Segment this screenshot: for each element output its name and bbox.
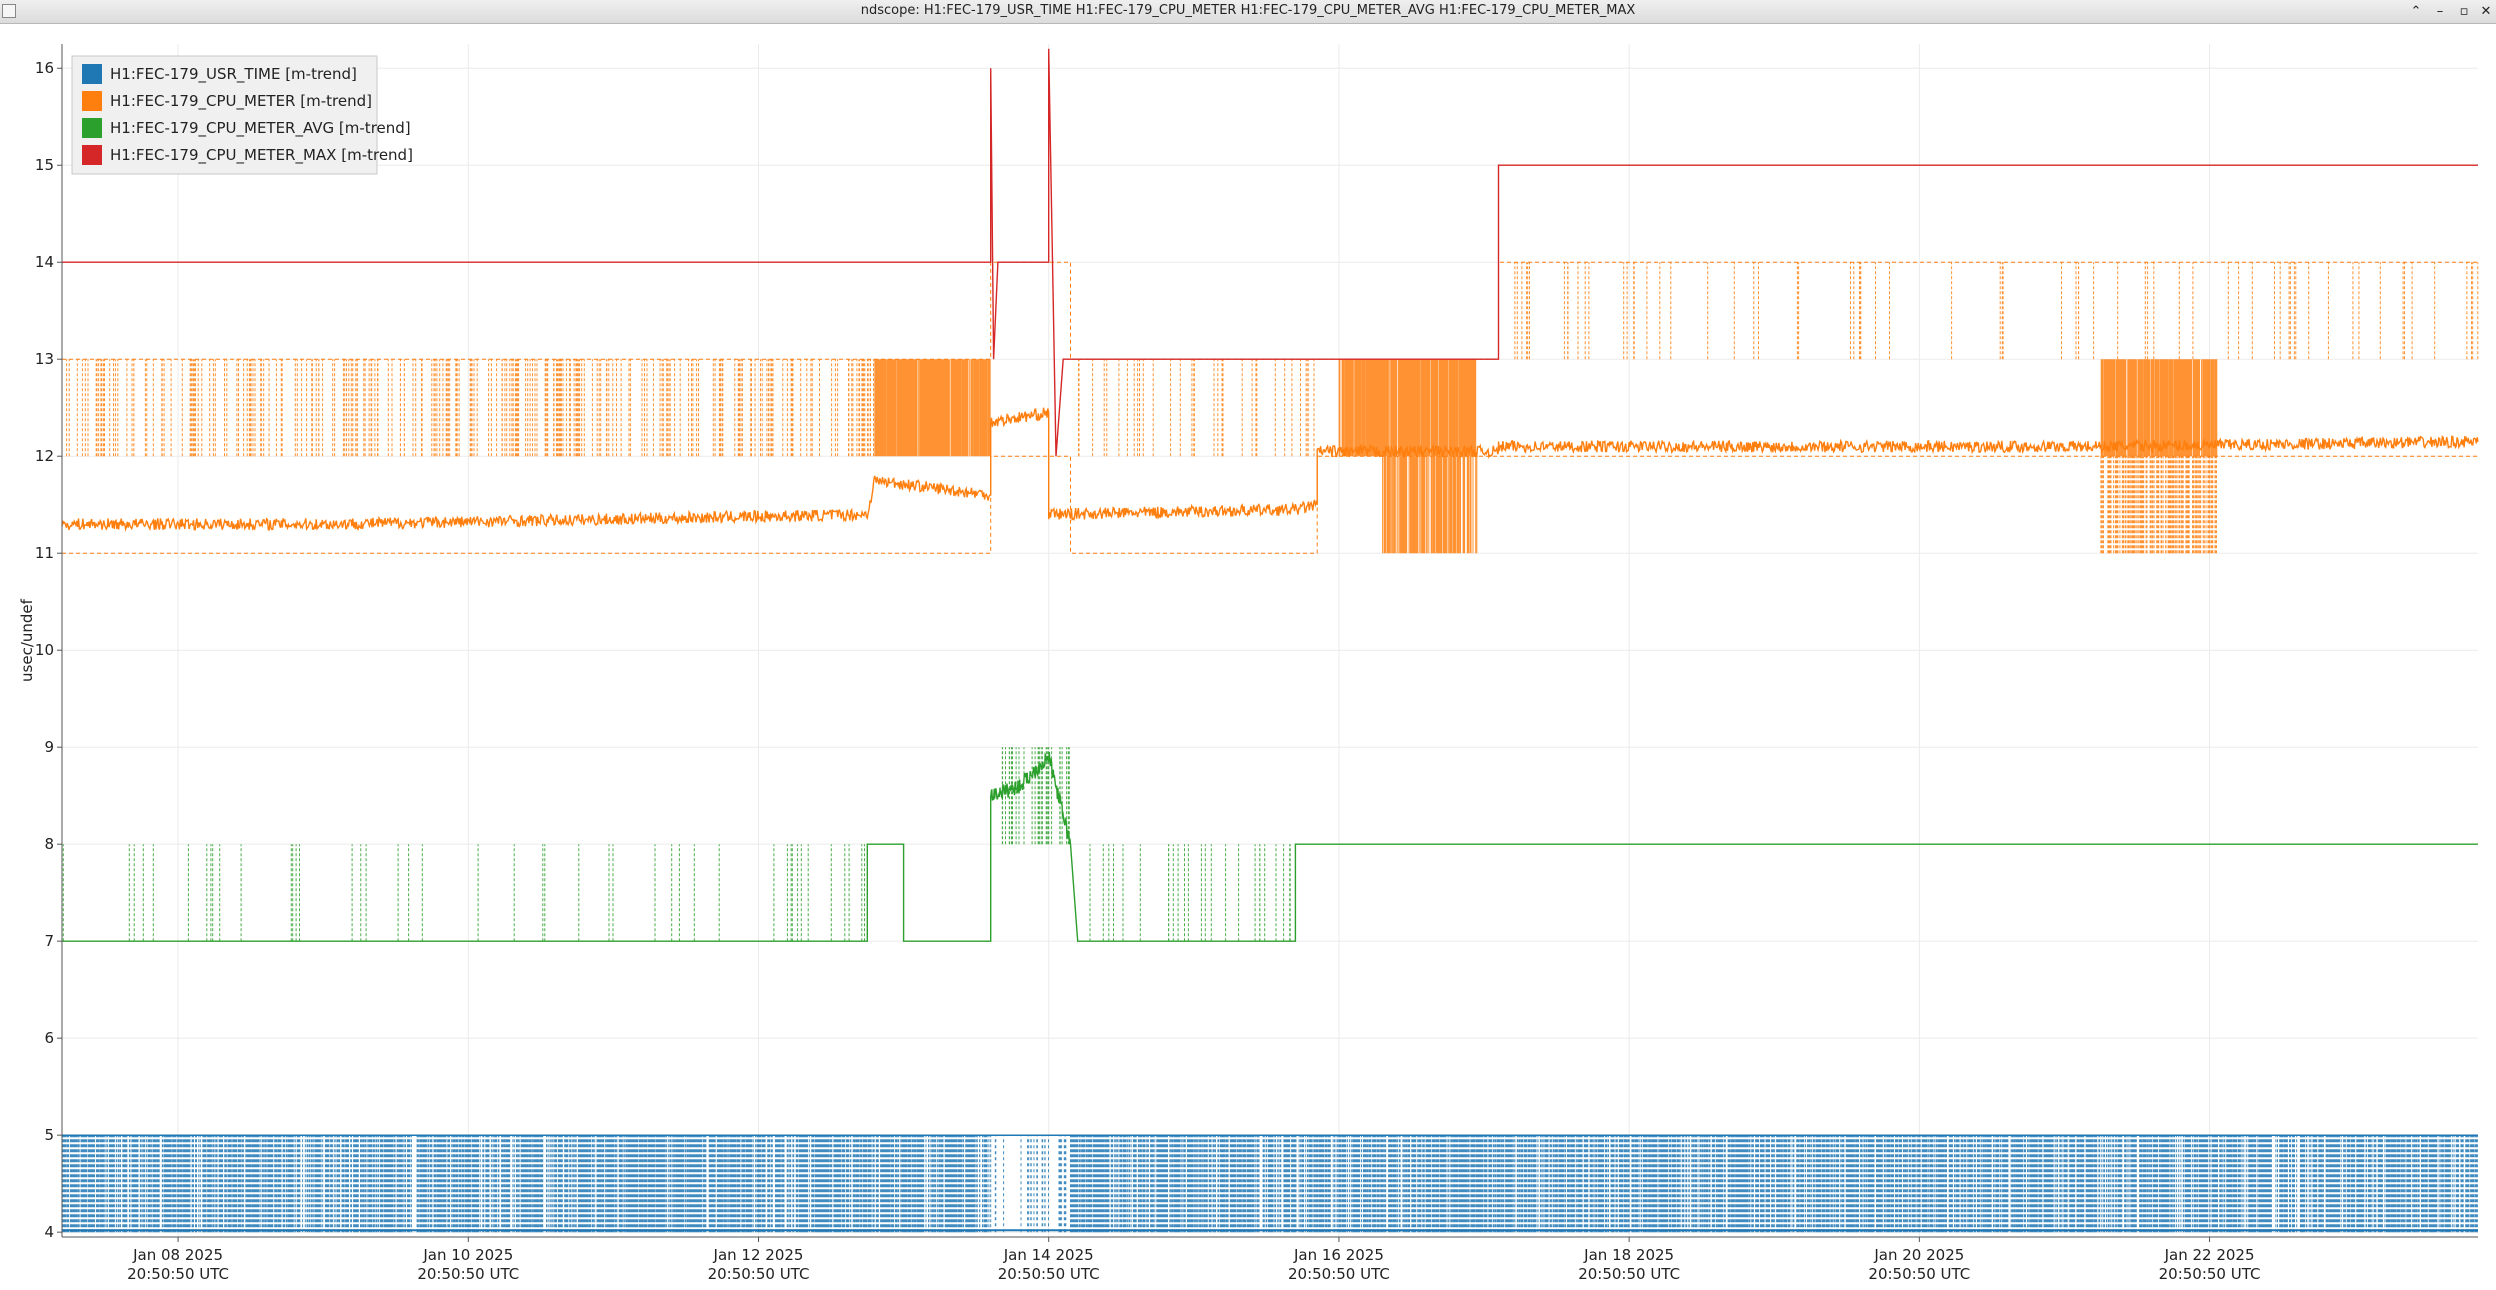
cpu-meter-busy-0 [874, 359, 991, 457]
shade-button[interactable]: ⌃ [2410, 4, 2422, 19]
y-tick-label: 5 [44, 1126, 54, 1144]
window-menu-icon[interactable] [2, 4, 16, 18]
plot-area[interactable]: 4 5 6 7 8 9 10 11 12 13 14 15 16 Jan 08 2025 20:50:50 … [0, 24, 2496, 1286]
x-tick-label-date: Jan 22 2025 [2164, 1246, 2255, 1264]
y-tick-label: 15 [35, 156, 54, 174]
cpu-meter-mean-line [61, 407, 2479, 532]
cpu-meter-avg-tail [990, 752, 2478, 942]
legend-swatch [82, 64, 102, 84]
x-tick-label-date: Jan 20 2025 [1873, 1246, 1964, 1264]
x-tick-label-time: 20:50:50 UTC [708, 1265, 810, 1283]
x-tick-label-date: Jan 08 2025 [132, 1246, 223, 1264]
y-tick-label: 10 [35, 641, 54, 659]
legend-swatch [82, 91, 102, 111]
maximize-button[interactable]: ▫ [2459, 4, 2469, 19]
x-tick-label-time: 20:50:50 UTC [1578, 1265, 1680, 1283]
y-tick-label: 8 [44, 835, 54, 853]
x-tick-label-date: Jan 10 2025 [422, 1246, 513, 1264]
x-tick-label-time: 20:50:50 UTC [1288, 1265, 1390, 1283]
y-tick-label: 6 [44, 1029, 54, 1047]
usr-time-envelope-sparse [994, 1135, 1067, 1233]
legend-label: H1:FEC-179_CPU_METER [m-trend] [110, 92, 372, 111]
x-tick-label-time: 20:50:50 UTC [998, 1265, 1100, 1283]
cpu-meter-busy-1 [1338, 359, 1477, 457]
plot-background [62, 44, 2478, 1237]
cpu-meter-low-busy-a [1382, 456, 1478, 554]
x-tick-label-time: 20:50:50 UTC [127, 1265, 229, 1283]
window-titlebar: ndscope: H1:FEC-179_USR_TIME H1:FEC-179_… [0, 0, 2496, 24]
x-tick-label-date: Jan 16 2025 [1293, 1246, 1384, 1264]
y-tick-label: 4 [44, 1223, 54, 1241]
y-tick-label: 11 [35, 544, 54, 562]
x-tick-label-date: Jan 12 2025 [713, 1246, 804, 1264]
y-tick-label: 16 [35, 59, 54, 77]
legend-label: H1:FEC-179_CPU_METER_AVG [m-trend] [110, 119, 411, 138]
close-button[interactable]: ✕ [2480, 4, 2492, 19]
y-tick-label: 7 [44, 932, 54, 950]
legend-label: H1:FEC-179_USR_TIME [m-trend] [110, 65, 357, 84]
x-tick-label-date: Jan 14 2025 [1003, 1246, 1094, 1264]
x-tick-label-time: 20:50:50 UTC [1868, 1265, 1970, 1283]
cpu-meter-max-series-line [62, 48, 2478, 457]
legend-swatch [82, 145, 102, 165]
cpu-meter-busy-2 [2100, 359, 2218, 457]
x-tick-label-date: Jan 18 2025 [1583, 1246, 1674, 1264]
y-tick-label: 13 [35, 350, 54, 368]
y-tick-label: 9 [44, 738, 54, 756]
y-tick-label: 12 [35, 447, 54, 465]
cpu-meter-avg-line [62, 795, 992, 942]
legend-swatch [82, 118, 102, 138]
x-tick-label-time: 20:50:50 UTC [417, 1265, 519, 1283]
minimize-button[interactable]: – [2436, 4, 2444, 19]
x-tick-label-time: 20:50:50 UTC [2159, 1265, 2261, 1283]
y-tick-label: 14 [35, 253, 54, 271]
y-axis-label: usec/undef [18, 598, 36, 682]
legend-label: H1:FEC-179_CPU_METER_MAX [m-trend] [110, 146, 413, 165]
legend-box [71, 55, 378, 175]
window-title: ndscope: H1:FEC-179_USR_TIME H1:FEC-179_… [860, 3, 1636, 18]
